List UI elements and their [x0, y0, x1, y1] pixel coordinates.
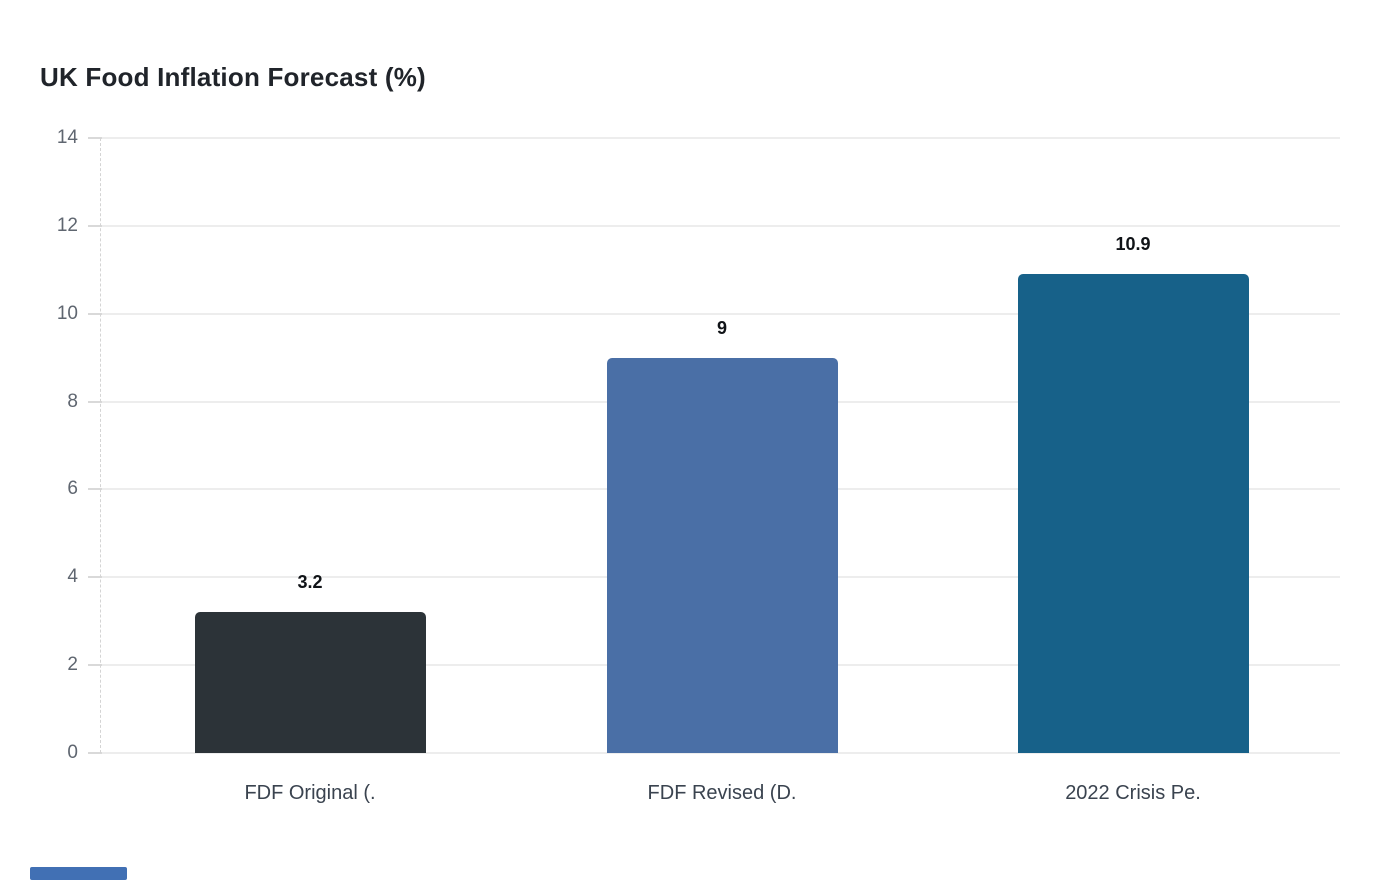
bar	[1017, 274, 1249, 753]
y-axis-tick-label: 2	[67, 654, 78, 676]
y-axis-line	[100, 138, 101, 753]
y-axis-tick-label: 12	[56, 214, 78, 236]
x-axis-label: 2022 Crisis Pe.	[1065, 782, 1201, 804]
y-axis-tick-label: 0	[67, 742, 78, 763]
y-axis-tick-label: 4	[67, 566, 78, 588]
gridline	[88, 137, 1340, 139]
y-axis-tick	[88, 576, 102, 579]
y-axis-tick-label: 10	[56, 302, 78, 324]
x-axis-label: FDF Original (.	[244, 782, 376, 804]
y-axis-tick	[88, 488, 102, 491]
y-axis-tick	[88, 752, 102, 754]
y-axis-tick-label: 6	[67, 478, 78, 500]
gridline	[88, 752, 1340, 754]
bottom-left-accent-bar	[30, 867, 127, 880]
y-axis-tick	[88, 224, 102, 227]
bar	[606, 357, 838, 753]
y-axis-tick	[88, 137, 102, 139]
bar-value-label: 10.9	[1115, 234, 1151, 255]
y-axis-tick	[88, 312, 102, 315]
gridline	[88, 312, 1340, 315]
x-axis-label: FDF Revised (D.	[647, 782, 797, 804]
chart-title: UK Food Inflation Forecast (%)	[40, 62, 426, 92]
bar-value-label: 9	[716, 317, 727, 338]
y-axis-tick	[88, 664, 102, 667]
y-axis-tick	[88, 400, 102, 403]
y-axis-tick-label: 8	[67, 390, 78, 412]
gridline	[88, 224, 1340, 227]
bar-value-label: 3.2	[297, 572, 323, 593]
y-axis-tick-label: 14	[56, 127, 78, 148]
bar	[194, 612, 426, 753]
